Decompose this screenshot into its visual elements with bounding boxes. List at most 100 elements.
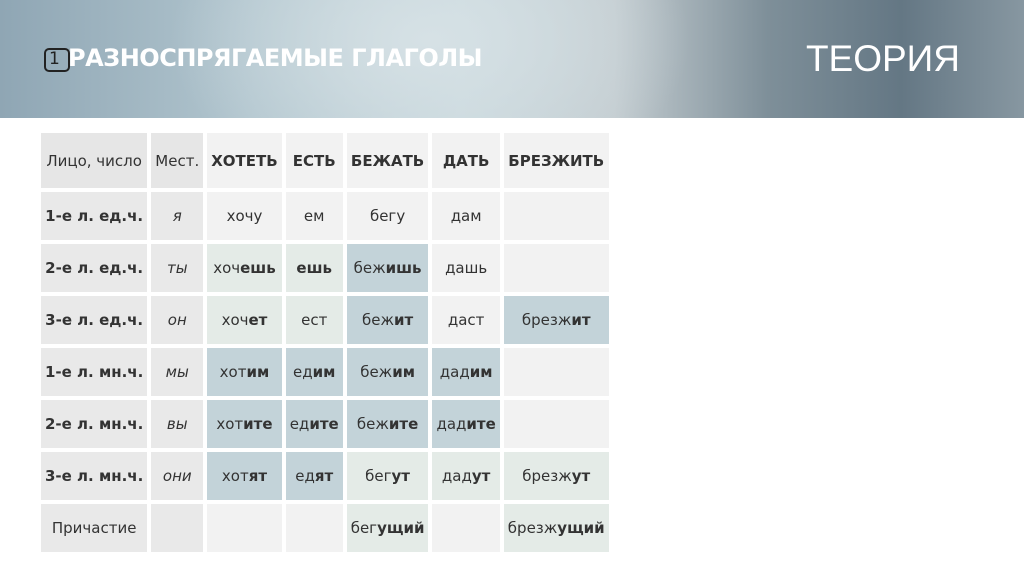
verb-ending: ишь: [385, 259, 422, 277]
verb-form-cell: хочешь: [207, 244, 282, 292]
slide-header: 1 РАЗНОСПРЯГАЕМЫЕ ГЛАГОЛЫ ТЕОРИЯ: [0, 0, 1024, 118]
verb-ending: ите: [388, 415, 419, 433]
row-label: 2-е л. мн.ч.: [41, 400, 148, 448]
verb-form-cell: бегущий: [346, 504, 429, 552]
verb-form-cell: хочет: [207, 296, 282, 344]
verb-stem: ед: [293, 363, 313, 381]
verb-form-cell: [432, 504, 500, 552]
row-label: 2-е л. ед.ч.: [41, 244, 148, 292]
verb-form-cell: бегут: [346, 452, 429, 500]
verb-form-cell: хотят: [207, 452, 282, 500]
verb-ending: ят: [248, 467, 268, 485]
verb-form-cell: [285, 504, 343, 552]
verb-stem: дам: [450, 207, 482, 225]
verb-form-cell: брезжут: [503, 452, 609, 500]
column-header: ЕСТЬ: [285, 133, 343, 188]
verb-stem: хочу: [226, 207, 263, 225]
verb-stem: брезж: [522, 467, 572, 485]
row-label: 1-е л. мн.ч.: [41, 348, 148, 396]
verb-ending: ет: [248, 311, 268, 329]
column-header: Мест.: [151, 133, 204, 188]
verb-form-cell: [503, 348, 609, 396]
verb-stem: беж: [360, 363, 393, 381]
verb-form-cell: бежите: [346, 400, 429, 448]
verb-stem: ем: [303, 207, 325, 225]
verb-stem: дашь: [445, 259, 488, 277]
verb-ending: им: [246, 363, 270, 381]
verb-form-cell: бегу: [346, 192, 429, 240]
verb-form-cell: ест: [285, 296, 343, 344]
verb-ending: ут: [471, 467, 491, 485]
verb-form-cell: едите: [285, 400, 343, 448]
verb-ending: ите: [466, 415, 496, 433]
verb-ending: ут: [391, 467, 411, 485]
verb-stem: хот: [219, 363, 247, 381]
verb-stem: хоч: [221, 311, 249, 329]
verb-ending: ешь: [240, 259, 276, 277]
pronoun-cell: мы: [151, 348, 204, 396]
verb-stem: ед: [289, 415, 310, 433]
row-label: Причастие: [41, 504, 148, 552]
verb-stem: даст: [447, 311, 485, 329]
verb-form-cell: едят: [285, 452, 343, 500]
verb-ending: ущий: [377, 519, 425, 537]
verb-form-cell: бежишь: [346, 244, 429, 292]
verb-stem: бег: [350, 519, 378, 537]
verb-form-cell: дадим: [432, 348, 500, 396]
verb-form-cell: хотим: [207, 348, 282, 396]
verb-form-cell: дадут: [432, 452, 500, 500]
verb-stem: брезж: [521, 311, 572, 329]
verb-ending: ут: [571, 467, 591, 485]
verb-form-cell: дадите: [432, 400, 500, 448]
pronoun-cell: [151, 504, 204, 552]
verb-ending: ешь: [296, 259, 332, 277]
verb-form-cell: брезжущий: [503, 504, 609, 552]
table-row: 1-е л. ед.ч. я хочу ем бегу дам: [41, 192, 609, 240]
verb-form-cell: [503, 244, 609, 292]
verb-ending: им: [392, 363, 415, 381]
column-header: Лицо, число: [41, 133, 148, 188]
verb-stem: беж: [356, 415, 389, 433]
slide-title: РАЗНОСПРЯГАЕМЫЕ ГЛАГОЛЫ: [68, 44, 483, 72]
column-header: БРЕЗЖИТЬ: [503, 133, 609, 188]
section-label: ТЕОРИЯ: [805, 38, 960, 79]
verb-form-cell: хочу: [207, 192, 282, 240]
verb-form-cell: едим: [285, 348, 343, 396]
verb-ending: им: [469, 363, 493, 381]
table-row: 2-е л. мн.ч. вы хотите едите бежите дадите: [41, 400, 609, 448]
verb-form-cell: хотите: [207, 400, 282, 448]
pronoun-cell: вы: [151, 400, 204, 448]
verb-stem: ед: [295, 467, 315, 485]
verb-form-cell: даст: [432, 296, 500, 344]
column-header: ХОТЕТЬ: [207, 133, 282, 188]
verb-form-cell: [207, 504, 282, 552]
verb-form-cell: бежим: [346, 348, 429, 396]
verb-form-cell: [503, 192, 609, 240]
verb-form-cell: дам: [432, 192, 500, 240]
verb-stem: хот: [221, 467, 249, 485]
verb-stem: беж: [353, 259, 386, 277]
row-label: 1-е л. ед.ч.: [41, 192, 148, 240]
verb-form-cell: дашь: [432, 244, 500, 292]
verb-stem: ест: [301, 311, 328, 329]
verb-ending: ят: [314, 467, 334, 485]
verb-stem: дад: [439, 363, 470, 381]
verb-stem: брезж: [507, 519, 558, 537]
verb-ending: ущий: [557, 519, 605, 537]
verb-ending: ит: [571, 311, 591, 329]
table-row: 1-е л. мн.ч. мы хотим едим бежим дадим: [41, 348, 609, 396]
table-row: Причастие бегущий брезжущий: [41, 504, 609, 552]
verb-form-cell: ем: [285, 192, 343, 240]
pronoun-cell: они: [151, 452, 204, 500]
verb-stem: хот: [216, 415, 244, 433]
verb-stem: беж: [361, 311, 394, 329]
pronoun-cell: ты: [151, 244, 204, 292]
verb-form-cell: [503, 400, 609, 448]
row-label: 3-е л. ед.ч.: [41, 296, 148, 344]
table-header-row: Лицо, число Мест. ХОТЕТЬ ЕСТЬ БЕЖАТЬ ДАТЬ БРЕЗ…: [41, 133, 609, 188]
verb-ending: ите: [243, 415, 273, 433]
table-row: 3-е л. мн.ч. они хотят едят бегут дадут брезжу…: [41, 452, 609, 500]
verb-ending: ит: [393, 311, 414, 329]
pronoun-cell: я: [151, 192, 204, 240]
verb-ending: им: [312, 363, 336, 381]
